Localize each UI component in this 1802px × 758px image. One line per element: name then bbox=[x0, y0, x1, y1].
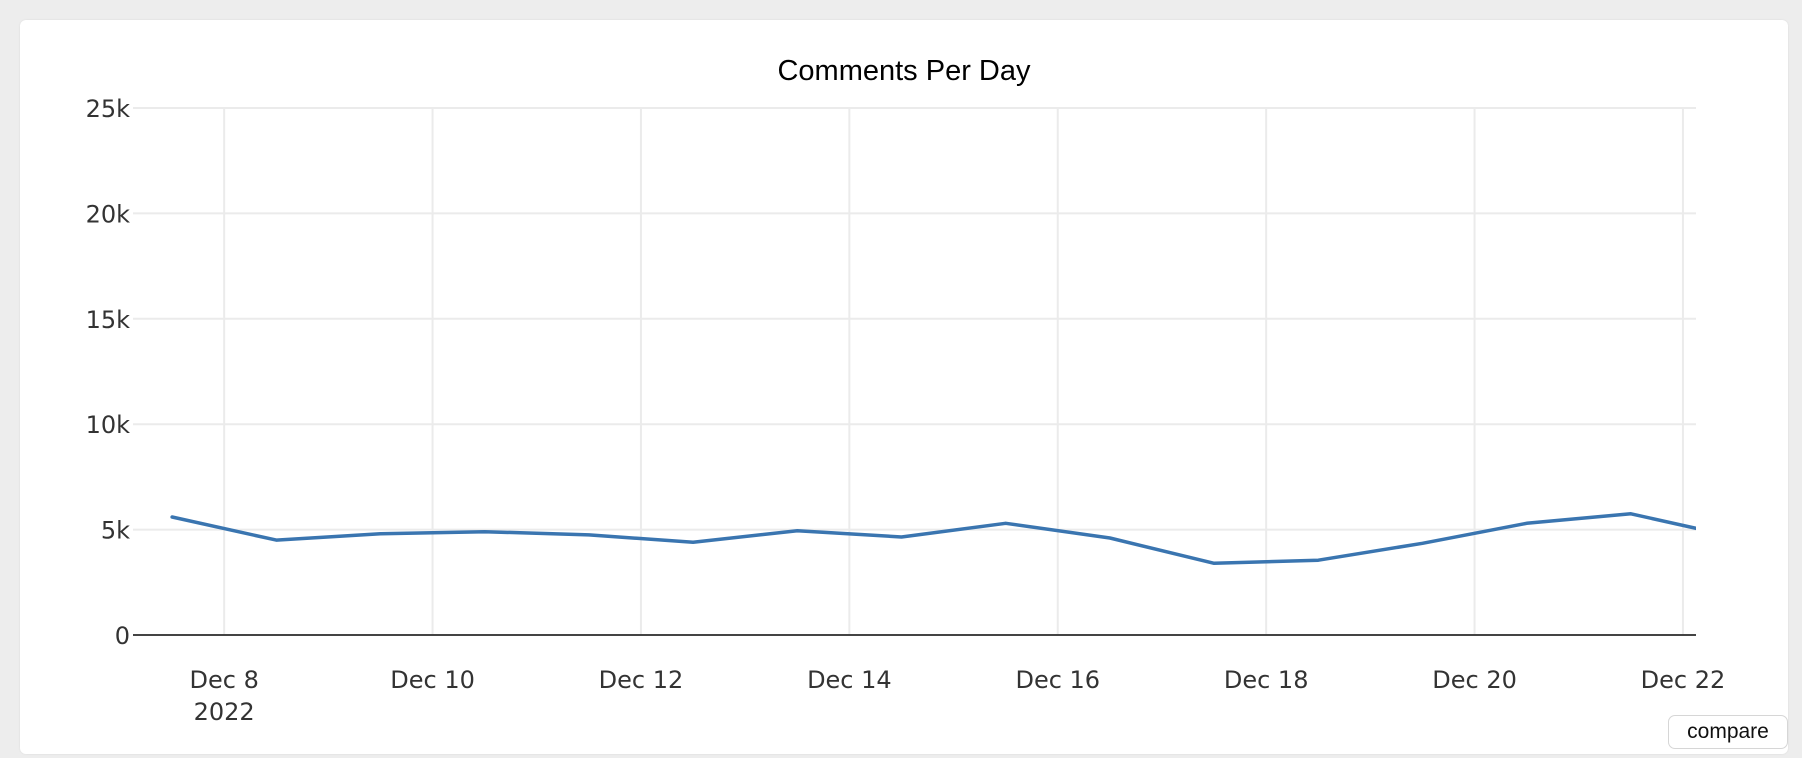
x-tick-label: Dec 16 bbox=[1015, 666, 1100, 694]
y-tick-label: 25k bbox=[86, 95, 131, 123]
y-tick-label: 15k bbox=[86, 306, 131, 334]
x-tick-label: Dec 8 bbox=[190, 666, 259, 694]
y-tick-label: 5k bbox=[101, 517, 130, 545]
y-tick-label: 20k bbox=[86, 200, 131, 228]
chart-title: Comments Per Day bbox=[777, 55, 1031, 87]
chart-card bbox=[20, 20, 1788, 754]
x-tick-label: Dec 18 bbox=[1224, 666, 1309, 694]
y-tick-label: 0 bbox=[115, 622, 130, 650]
series-layer bbox=[170, 512, 1696, 566]
grid bbox=[133, 107, 1696, 636]
tick-labels: 0 5k 10k 15k 20k 25k Dec 8 2022 Dec 10 Dec 12 Dec … bbox=[86, 95, 1726, 726]
compare-button[interactable]: compare bbox=[1668, 715, 1788, 749]
x-tick-year-label: 2022 bbox=[194, 698, 255, 726]
series-line bbox=[170, 512, 1696, 566]
x-tick-label: Dec 22 bbox=[1641, 666, 1726, 694]
y-tick-label: 10k bbox=[86, 411, 131, 439]
x-tick-label: Dec 20 bbox=[1432, 666, 1517, 694]
x-tick-label: Dec 10 bbox=[390, 666, 475, 694]
x-tick-label: Dec 14 bbox=[807, 666, 892, 694]
x-tick-label: Dec 12 bbox=[599, 666, 684, 694]
